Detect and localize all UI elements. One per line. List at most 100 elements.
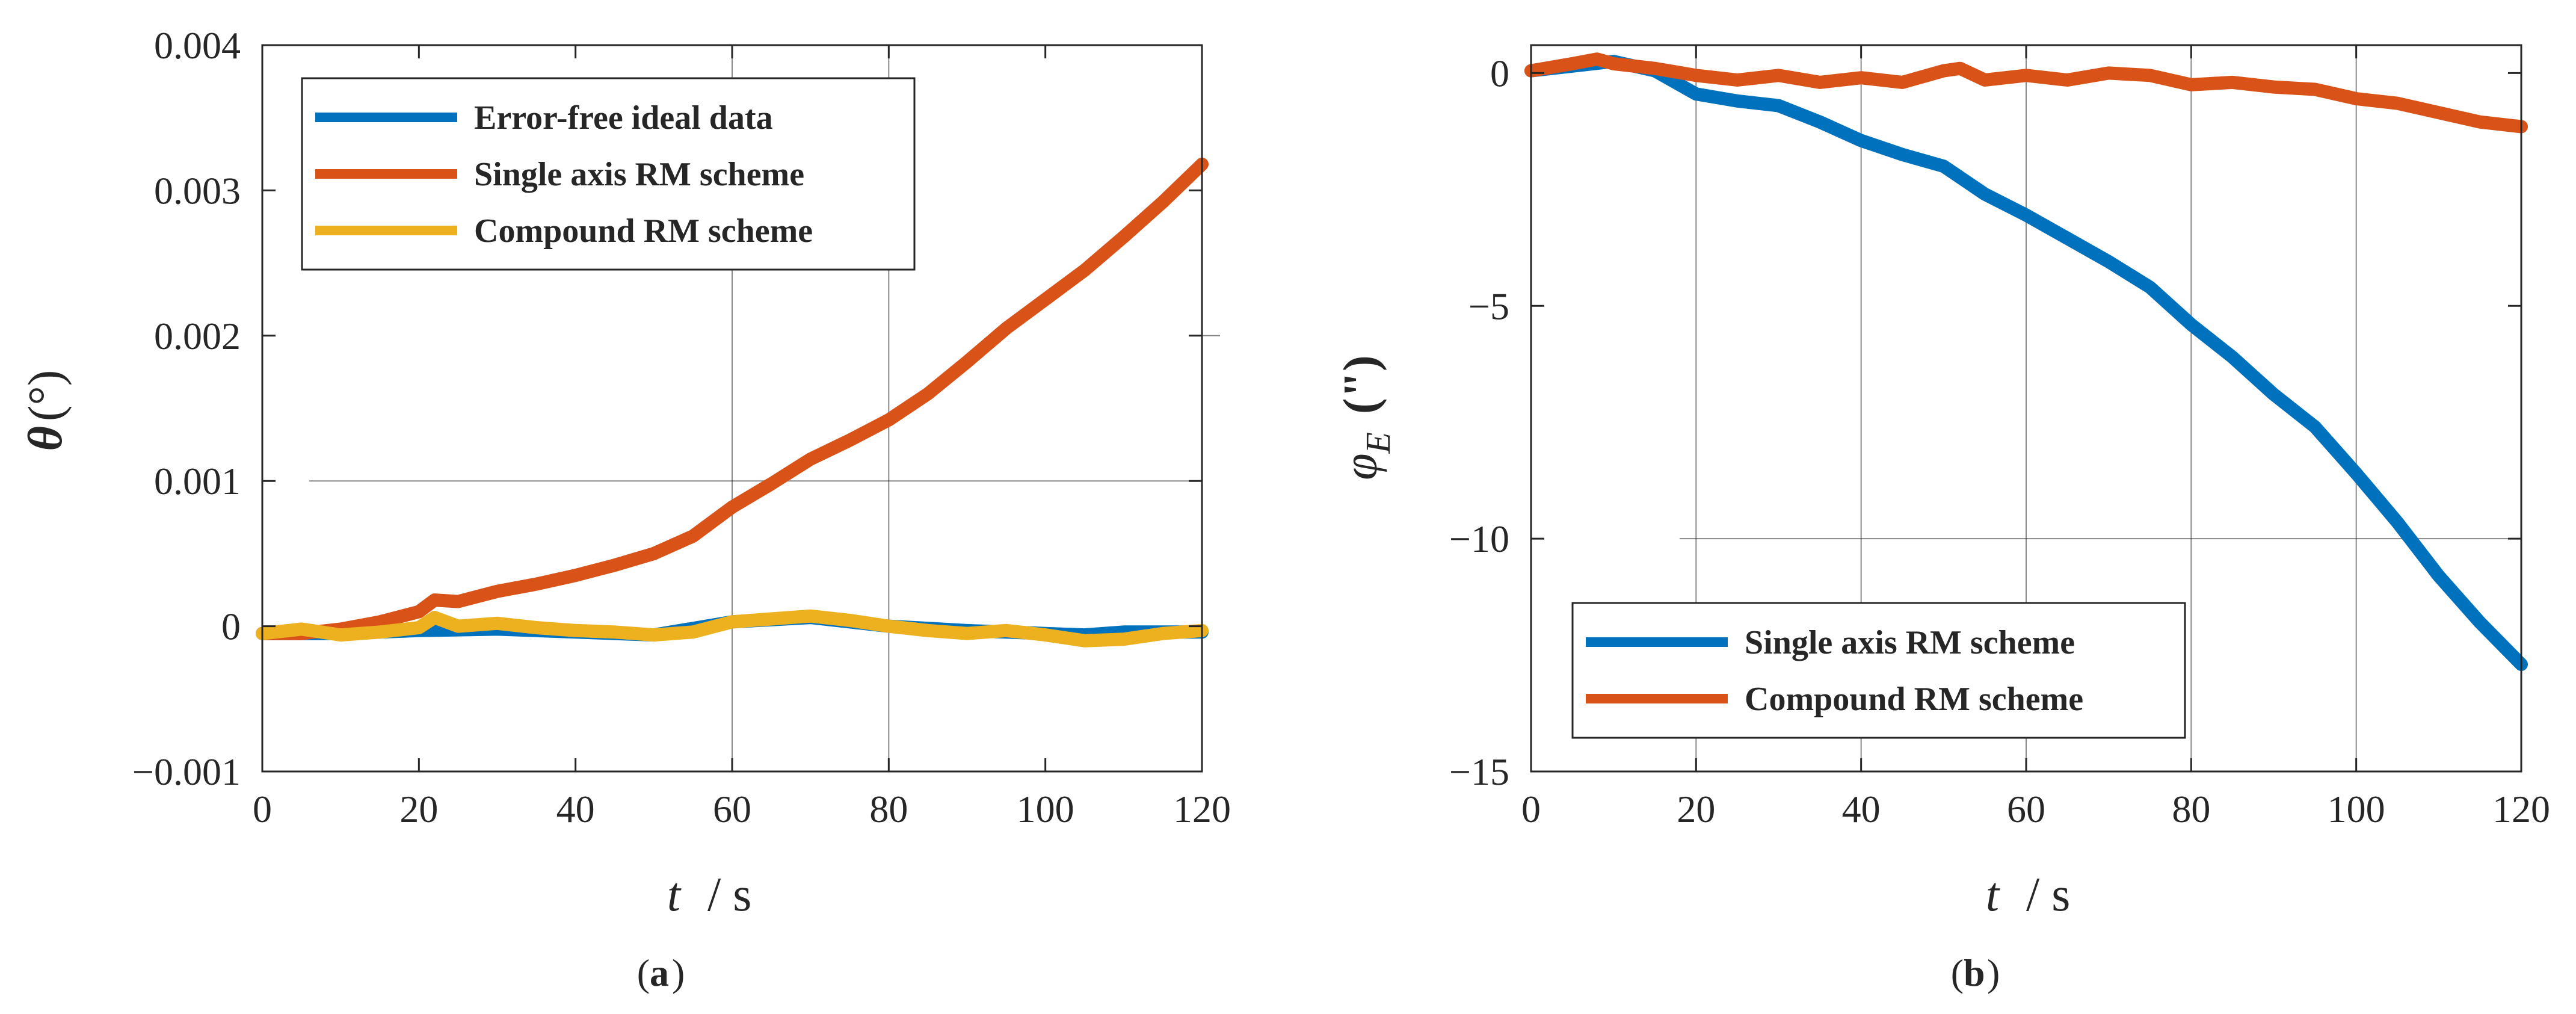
panel-b-y-axis-subscript: E <box>1358 432 1397 454</box>
y-tick-label: −0.001 <box>132 750 241 793</box>
data-point <box>2355 98 2357 99</box>
data-point <box>692 535 694 537</box>
data-point <box>2190 84 2192 85</box>
data-point <box>732 621 733 623</box>
y-tick-label: 0.003 <box>154 169 241 212</box>
x-tick-label: 80 <box>2172 788 2210 830</box>
data-point <box>1778 105 1779 107</box>
panel-b-caption-letter: b <box>1964 951 1985 994</box>
panel-b-ticks: 0 20 40 60 80 100 120 −15 −10 −5 0 <box>1449 45 2550 830</box>
y-tick-label: −5 <box>1468 285 1509 327</box>
data-point <box>418 611 420 613</box>
data-point <box>1044 634 1046 636</box>
svg-text:): ) <box>1987 951 2000 994</box>
data-point <box>2231 81 2233 83</box>
x-tick-label: 0 <box>1521 788 1541 830</box>
data-point <box>771 483 772 484</box>
data-point <box>1984 193 1986 195</box>
data-point <box>1005 327 1007 329</box>
x-tick-label: 60 <box>2007 788 2045 830</box>
y-tick-label: −10 <box>1449 518 1509 560</box>
panel-a-caption-letter: a <box>650 951 669 994</box>
data-point <box>1083 640 1085 641</box>
data-point <box>1778 75 1779 76</box>
data-point <box>771 618 772 620</box>
data-point <box>457 625 459 627</box>
data-point <box>966 632 968 634</box>
svg-text:(: ( <box>1951 951 1964 994</box>
x-tick-label: 0 <box>253 788 272 830</box>
data-point <box>888 419 890 421</box>
legend-box <box>1571 602 2186 739</box>
data-point <box>1819 121 1821 123</box>
data-point <box>535 627 537 628</box>
data-point <box>1736 79 1738 81</box>
data-point <box>2149 286 2151 288</box>
data-point <box>653 552 655 554</box>
data-point <box>2314 88 2316 90</box>
data-point <box>2066 79 2068 81</box>
y-tick-label: 0.002 <box>154 315 241 357</box>
panel-b: 0 20 40 60 80 100 120 −15 −10 −5 0 Single axis RM … <box>1334 44 2550 994</box>
data-point <box>1902 153 1903 155</box>
svg-text:(: ( <box>637 951 650 994</box>
data-point <box>888 625 890 627</box>
data-point <box>1959 67 1961 69</box>
data-point <box>2108 261 2110 262</box>
svg-text:): ) <box>672 951 685 994</box>
data-point <box>810 459 812 460</box>
data-point <box>1044 298 1046 300</box>
x-tick-label: 20 <box>399 788 438 830</box>
data-point <box>2273 86 2275 88</box>
data-point <box>1571 63 1573 64</box>
data-point <box>496 622 498 624</box>
data-point <box>1860 77 1862 79</box>
data-point <box>732 506 733 508</box>
data-point <box>2438 575 2439 577</box>
data-point <box>1596 58 1598 60</box>
data-point <box>2355 472 2357 474</box>
data-point <box>1083 270 1085 271</box>
data-point <box>1695 75 1697 76</box>
data-point <box>614 564 615 566</box>
x-tick-label: 20 <box>1677 788 1715 830</box>
data-point <box>1613 63 1615 64</box>
data-point <box>575 575 576 577</box>
panel-b-series <box>1524 52 2528 671</box>
x-tick-label: 120 <box>1173 788 1231 830</box>
data-point <box>2397 102 2399 104</box>
data-point <box>1984 79 1986 81</box>
data-point <box>2026 214 2027 216</box>
legend-label: Compound RM scheme <box>1745 681 2083 718</box>
data-point <box>2479 121 2481 123</box>
data-point <box>1123 638 1124 640</box>
data-point <box>849 439 851 441</box>
data-point <box>496 590 498 592</box>
data-point <box>927 393 929 395</box>
data-point <box>810 615 812 617</box>
panel-a-ticks: 0 20 40 60 80 100 120 −0.001 0 0.001 0.002 0.003 0.0… <box>132 24 1231 830</box>
legend-label: Single axis RM scheme <box>474 156 804 193</box>
data-point <box>2438 112 2439 114</box>
panel-a-y-axis-unit: (°) <box>19 370 72 421</box>
data-point <box>1123 631 1124 633</box>
data-point <box>434 617 436 619</box>
data-point <box>614 631 615 633</box>
data-point <box>2314 426 2316 428</box>
x-tick-label: 60 <box>713 788 751 830</box>
panel-a-y-axis-variable: θ <box>19 426 72 451</box>
data-point <box>1943 165 1944 167</box>
data-point <box>340 634 342 636</box>
panel-a-x-axis-variable: t <box>667 868 682 921</box>
data-point <box>2149 75 2151 76</box>
data-point <box>2273 394 2275 395</box>
panel-b-caption: ( b ) <box>1951 951 2000 994</box>
data-point <box>1162 201 1163 203</box>
y-tick-label: −15 <box>1449 750 1509 793</box>
legend-label: Single axis RM scheme <box>1745 624 2075 661</box>
legend-label: Error-free ideal data <box>474 99 773 137</box>
data-point <box>1695 93 1697 95</box>
data-point <box>2066 238 2068 240</box>
panel-b-x-axis-variable: t <box>1986 868 2000 921</box>
x-tick-label: 100 <box>2328 788 2385 830</box>
